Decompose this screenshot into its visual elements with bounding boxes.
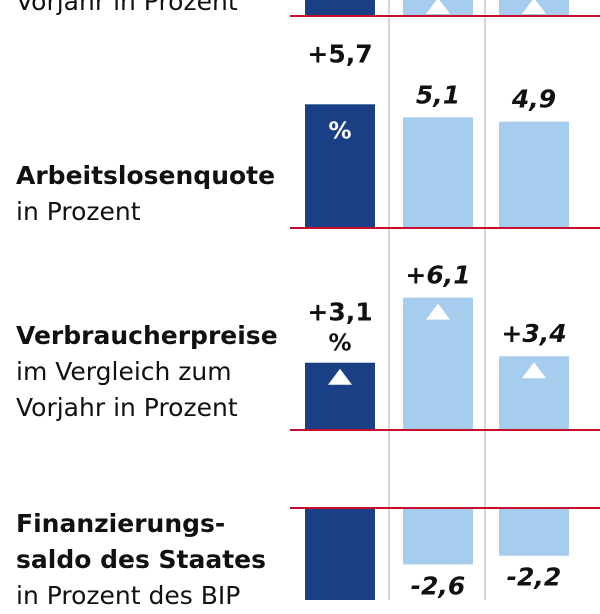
chart-stage: Vorjahr in Prozent Arbeitslosenquote in …: [16, 0, 600, 610]
bar: [305, 508, 375, 600]
section-title-line: saldo des Staates: [16, 545, 267, 574]
bar-chart-svg: +5,7% 5,1 4,9 +3,1% +6,1 +3,4 -2,6 -2,2: [290, 0, 600, 600]
bar: [305, 104, 375, 228]
section-label-unemployment: Arbeitslosenquote in Prozent: [16, 158, 275, 230]
up-arrow-icon: [426, 303, 450, 320]
bar: [403, 508, 473, 565]
section-subtitle-line: Vorjahr in Prozent: [16, 393, 238, 422]
unit-label: %: [328, 331, 351, 357]
section-label-growth: Vorjahr in Prozent: [16, 0, 238, 20]
bar: [403, 117, 473, 228]
up-arrow-icon: [522, 0, 546, 14]
bar: [499, 121, 569, 228]
section-title: Verbraucherpreise: [16, 321, 278, 350]
section-subtitle-line: im Vergleich zum: [16, 357, 232, 386]
bar: [403, 297, 473, 430]
up-arrow-icon: [328, 368, 352, 385]
data-label: 4,9: [511, 85, 556, 114]
section-subtitle: Vorjahr in Prozent: [16, 0, 238, 16]
bar: [305, 0, 375, 16]
data-label: +6,1: [405, 261, 470, 290]
data-label: +3,1: [307, 298, 372, 327]
data-label: -2,6: [411, 571, 466, 600]
data-label: -2,2: [507, 563, 562, 592]
unit-label: %: [328, 118, 351, 144]
section-title: Arbeitslosenquote: [16, 161, 276, 190]
bar: [499, 508, 569, 556]
up-arrow-icon: [522, 362, 546, 379]
data-label: +5,7: [307, 39, 372, 68]
data-label: +3,4: [501, 319, 566, 348]
section-subtitle: in Prozent: [16, 197, 141, 226]
data-label: 5,1: [416, 80, 460, 109]
section-label-consumer-prices: Verbraucherpreise im Vergleich zum Vorja…: [16, 318, 278, 426]
up-arrow-icon: [426, 0, 450, 14]
section-title-line: Finanzierungs-: [16, 509, 226, 538]
